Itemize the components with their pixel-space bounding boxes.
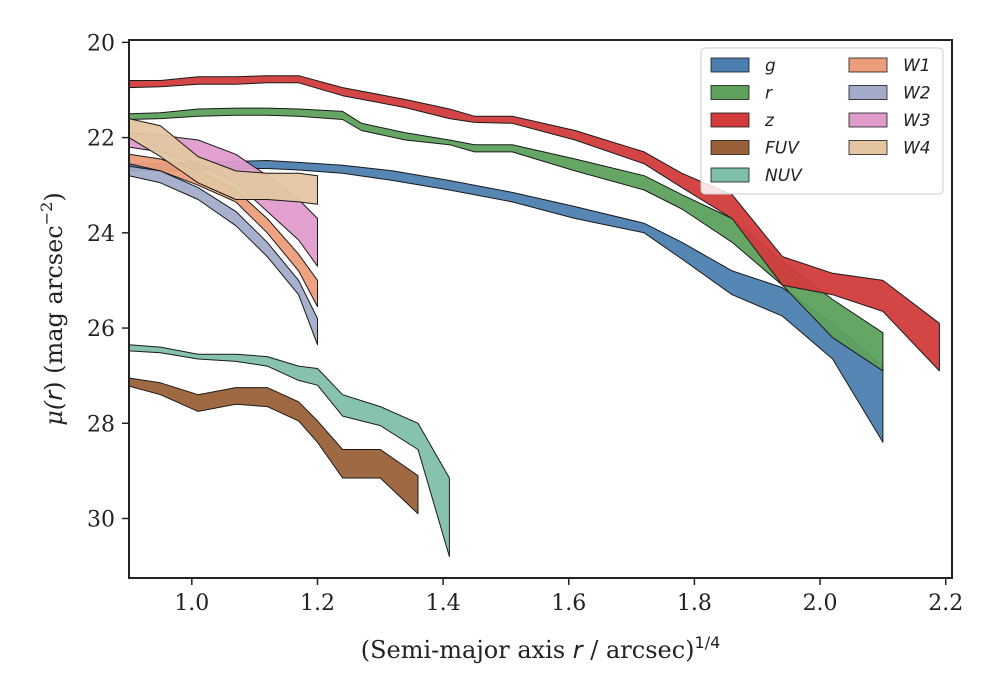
x-tick-label: 1.2 xyxy=(300,591,335,616)
y-axis: 20 22 24 26 28 30 xyxy=(87,31,129,532)
legend-label-w4: W4 xyxy=(903,139,931,159)
x-tick-label: 1.8 xyxy=(677,591,712,616)
x-tick-label: 1.4 xyxy=(426,591,461,616)
legend-swatch-w4 xyxy=(848,140,888,155)
legend-swatch-fuv xyxy=(710,140,750,155)
band-z xyxy=(128,75,940,372)
legend-swatch-g xyxy=(710,57,750,73)
band-w2 xyxy=(128,165,318,346)
y-axis-title-exponent: −2 xyxy=(37,202,56,226)
y-axis-title: μ(r) (mag arcsec−2) xyxy=(37,192,68,425)
legend-label-nuv: NUV xyxy=(765,166,803,186)
x-axis-title-part-1: (Semi-major axis xyxy=(361,636,573,664)
x-axis-title-exponent: 1/4 xyxy=(695,633,721,652)
x-tick-label: 1.6 xyxy=(551,591,586,616)
band-layer xyxy=(128,75,940,558)
x-axis-title: (Semi-major axis r / arcsec)1/4 xyxy=(361,633,721,664)
x-tick-label: 2.0 xyxy=(803,591,838,616)
legend-label-z: z xyxy=(764,111,775,131)
band-w4 xyxy=(128,118,318,205)
y-axis-title-part-3: ) (mag arcsec xyxy=(40,225,68,391)
legend-label-w2: W2 xyxy=(903,84,931,104)
legend-label-r: r xyxy=(765,84,773,104)
band-nuv xyxy=(128,344,450,558)
y-tick-label: 24 xyxy=(87,222,115,247)
x-axis: 1.0 1.2 1.4 1.6 1.8 2.0 2.2 xyxy=(174,578,963,616)
legend-swatch-nuv xyxy=(710,167,750,183)
band-r xyxy=(128,107,884,372)
plot-frame xyxy=(128,39,953,579)
x-axis-title-part-3: / arcsec) xyxy=(583,636,695,664)
y-tick-label: 30 xyxy=(87,507,115,532)
legend-swatch-w2 xyxy=(848,85,888,100)
legend-label-fuv: FUV xyxy=(765,139,800,159)
y-tick-label: 20 xyxy=(87,31,115,56)
y-axis-title-part-2: r xyxy=(40,389,68,401)
x-tick-label: 1.0 xyxy=(174,591,209,616)
y-tick-label: 22 xyxy=(87,127,115,152)
legend-swatch-w1 xyxy=(848,57,888,73)
band-fuv xyxy=(128,377,419,515)
legend-swatch-r xyxy=(710,85,750,100)
y-tick-label: 26 xyxy=(87,317,115,342)
legend-swatch-w3 xyxy=(848,112,888,128)
legend-swatch-z xyxy=(710,112,750,128)
y-axis-title-part-5: ) xyxy=(40,192,68,201)
legend-frame xyxy=(700,47,944,195)
y-tick-label: 28 xyxy=(87,412,115,437)
legend-label-g: g xyxy=(765,56,776,76)
y-axis-title-part-1: μ( xyxy=(40,400,68,426)
legend-label-w1: W1 xyxy=(903,56,931,76)
band-g xyxy=(128,160,884,443)
legend-label-w3: W3 xyxy=(903,111,931,131)
legend: grz FUV NUV W1 W2 W3 W4 xyxy=(700,47,944,195)
x-tick-label: 2.2 xyxy=(928,591,963,616)
x-axis-title-part-2: r xyxy=(573,636,585,664)
